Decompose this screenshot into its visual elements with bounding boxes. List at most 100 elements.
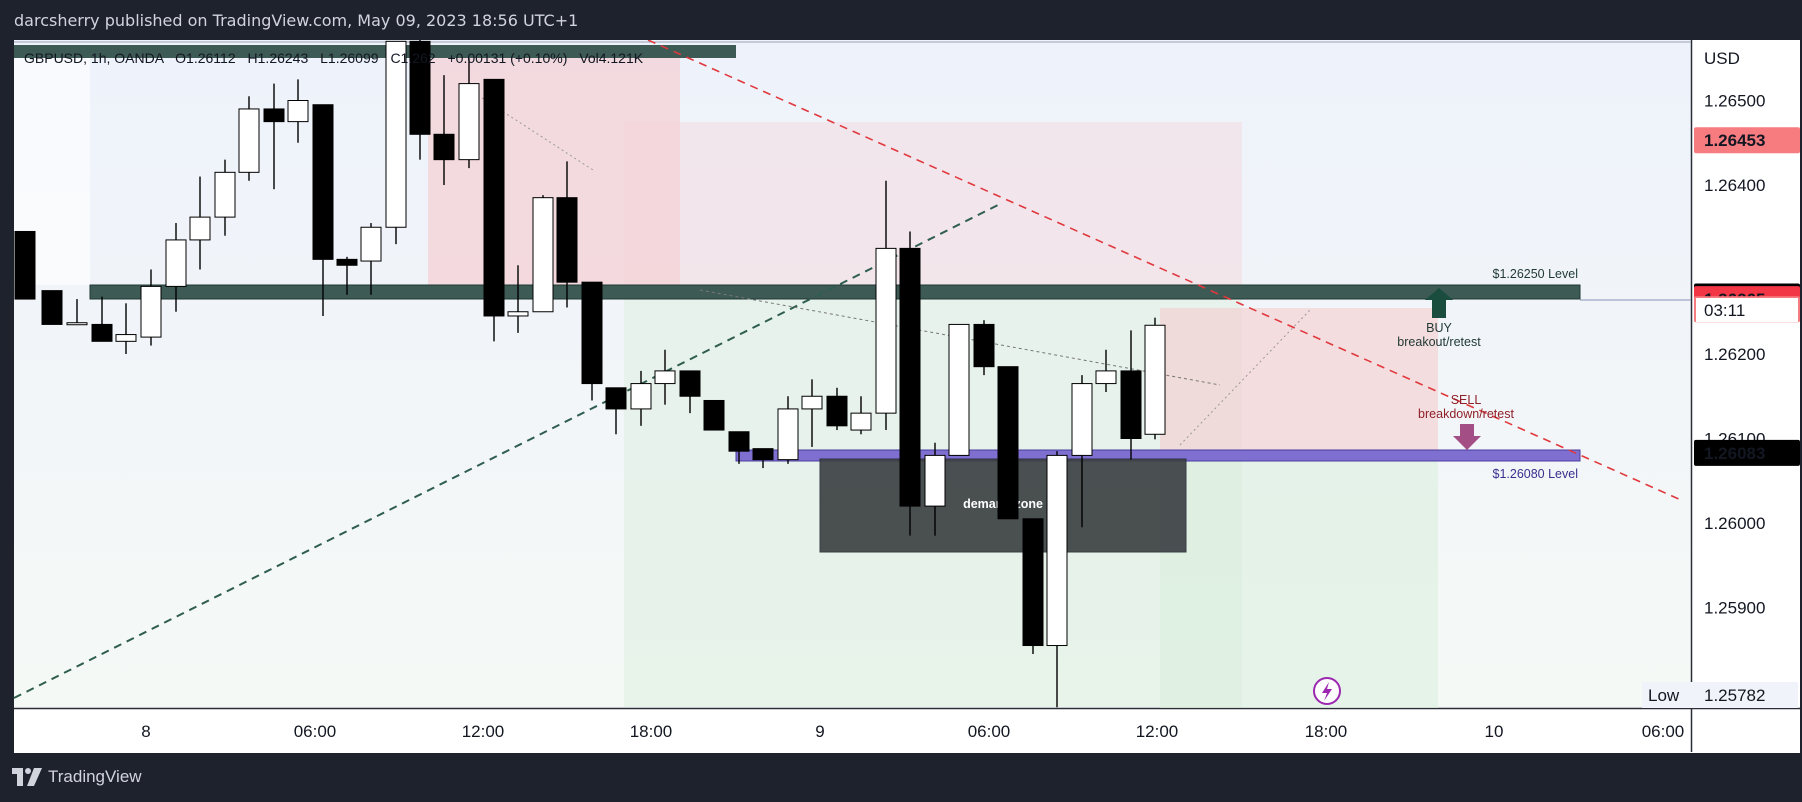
candle [1046,451,1068,708]
candle [532,195,554,313]
x-tick-label: 8 [141,722,150,741]
candle [556,161,578,308]
tradingview-logo[interactable]: TradingView [12,767,142,787]
candle [483,78,505,342]
sell-label: SELL [1451,393,1482,407]
candle [433,75,455,185]
price-badge-label: 1.26083 [1704,444,1765,463]
candle [91,296,113,342]
candle-body [385,40,407,228]
tradingview-brand: TradingView [48,767,142,786]
legend-symbol: GBPUSD, 1h, OANDA [24,50,165,66]
candle-body [115,334,137,342]
candle-body [850,412,872,431]
candle-body [801,395,823,410]
candle-body [507,311,529,317]
x-tick-label: 06:00 [968,722,1011,741]
countdown-box [1696,298,1798,322]
shade-pink-right [1160,308,1438,450]
candle [826,387,848,431]
candle [14,230,36,300]
candle-body [997,366,1019,520]
candle-body [336,258,358,266]
candle-body [41,290,63,325]
candle [630,370,652,426]
candle [336,256,358,295]
candles [14,37,1166,708]
y-tick-label: 1.26000 [1704,514,1765,533]
level-low-label: $1.26080 Level [1493,467,1579,481]
legend-low: L1.26099 [320,50,379,66]
countdown: 03:11 [1704,301,1745,320]
candle [66,299,88,326]
candle-body [630,383,652,410]
candle [385,40,407,245]
x-tick-label: 06:00 [1642,722,1685,741]
publisher-info: darcsherry published on TradingView.com,… [14,11,579,30]
candle [679,370,701,414]
candle-body [532,197,554,313]
trendline-green [13,203,1001,699]
sell-arrow-icon [1453,424,1481,450]
candle-body [140,285,162,338]
candle-body [312,104,334,260]
candle-body [409,40,431,135]
candle [924,442,946,536]
y-tick-label: 1.26400 [1704,176,1765,195]
candle [1022,518,1044,654]
candle-body [458,83,480,161]
buy-label: BUY [1426,321,1452,335]
candle [41,290,63,325]
candle [777,396,799,464]
x-tick-label: 10 [1485,722,1504,741]
candle-body [483,78,505,317]
candle-body [14,230,36,300]
candle-body [214,171,236,218]
x-ticks: 8 06:00 12:00 18:00 9 06:00 12:00 18:00 10 06:00 [141,722,1684,741]
candle [263,83,285,190]
buy-arrow-icon [1425,288,1453,318]
low-marker-box [1642,682,1798,708]
candle-body [948,323,970,456]
dotted-line-3 [1179,309,1311,446]
price-badge [1694,127,1800,154]
legend-open: O1.26112 [175,50,236,66]
y-tick-label: 1.25900 [1704,599,1765,618]
candle [507,265,529,333]
candle [312,104,334,316]
candle [899,231,921,536]
candle [458,58,480,169]
legend-volume: Vol4.121K [579,50,643,66]
candle [165,223,187,312]
candle [703,399,725,431]
candle-body [287,100,309,123]
candle [728,431,750,464]
trendline-red [647,39,1682,501]
candle-body [263,108,285,123]
candle [1120,330,1142,460]
price-badge-label: 1.26453 [1704,131,1765,150]
candle-body [238,108,260,173]
sell-desc: breakdown/retest [1418,407,1514,421]
x-tick-label: 9 [815,722,824,741]
candle-body [605,387,627,410]
legend-strip [14,45,736,58]
currency-label: USD [1704,49,1740,68]
candle-body [1144,324,1166,435]
candle-body [189,216,211,241]
candle [973,320,995,376]
x-tick-label: 18:00 [1305,722,1348,741]
candle [801,379,823,447]
dotted-line-1 [481,97,594,171]
candle-body [1022,518,1044,647]
legend-high: H1.26243 [248,50,309,66]
candle-body [1120,370,1142,439]
time-axis[interactable] [14,709,1800,753]
candle-body [581,281,603,385]
candle-body [924,454,946,507]
level-high-label: $1.26250 Level [1493,267,1579,281]
candle [1144,317,1166,440]
lightning-icon-bolt [1322,682,1332,701]
candle [1071,375,1093,528]
